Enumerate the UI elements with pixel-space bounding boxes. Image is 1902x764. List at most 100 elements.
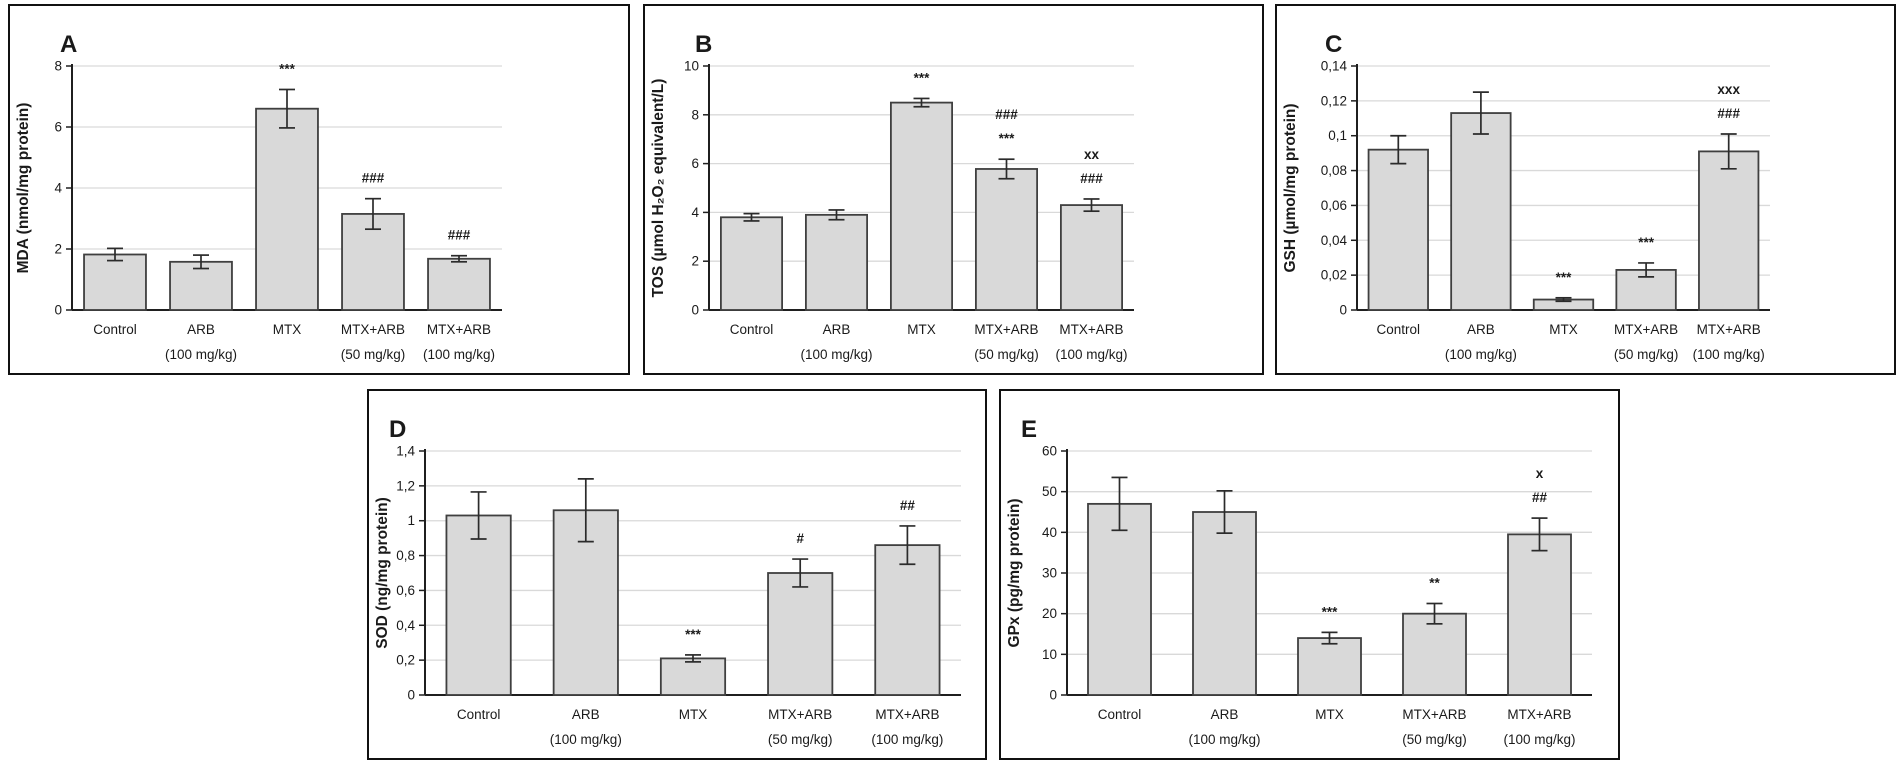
y-tick-label: 4 [691, 205, 699, 220]
significance-annotation: ### [995, 107, 1018, 122]
error-bar [279, 88, 295, 129]
error-bar [899, 525, 916, 566]
y-axis-title: MDA (nmol/mg protein) [15, 103, 32, 274]
y-tick-label: 2 [54, 242, 62, 257]
bar-mtx-arb-3 [974, 168, 1038, 311]
significance-annotation: ### [1717, 106, 1740, 121]
y-tick-label: 6 [54, 120, 62, 135]
y-tick-label: 4 [54, 181, 62, 196]
x-category-label: MTX+ARB [875, 707, 939, 722]
error-bar [1426, 602, 1443, 625]
bar-control-0 [83, 253, 147, 311]
x-category-label: ARB [187, 322, 215, 337]
bar-mtx-arb-4 [1698, 150, 1760, 311]
panel-letter: C [1325, 31, 1342, 58]
significance-annotation: ## [1532, 490, 1548, 505]
bar-mtx-2 [1297, 637, 1362, 696]
x-category-label: MTX+ARB [1697, 322, 1761, 337]
error-bar [470, 491, 487, 540]
y-tick-label: 0 [691, 303, 699, 318]
y-tick-label: 20 [1042, 606, 1057, 621]
y-tick-label: 0,04 [1321, 233, 1348, 248]
y-tick-label: 0,2 [396, 653, 415, 668]
x-category-label: MTX+ARB [974, 322, 1038, 337]
y-axis-title: TOS (µmol H₂O₂ equivalent/L) [650, 79, 667, 298]
y-tick-label: 10 [1042, 647, 1057, 662]
error-bar [1216, 490, 1233, 534]
error-bar [828, 209, 845, 221]
y-tick-label: 0,08 [1321, 163, 1347, 178]
x-category-dose-label: (50 mg/kg) [1402, 732, 1467, 747]
x-category-label: MTX+ARB [1507, 707, 1571, 722]
x-category-dose-label: (100 mg/kg) [800, 347, 872, 362]
x-category-dose-label: (100 mg/kg) [871, 732, 943, 747]
panel-d-sod-chart: 0 0,2 0,4 0,6 0,8 1 1,2 1,4 Control ARB (100 mg/kg… [367, 389, 987, 760]
error-bar [1321, 631, 1338, 645]
panel-c-gsh-chart: 0 0,02 0,04 0,06 0,08 0,1 0,12 0,14 Control ARB (1… [1275, 4, 1896, 375]
y-tick-label: 0,06 [1321, 198, 1347, 213]
x-category-label: Control [730, 322, 774, 337]
panel-letter: D [389, 416, 406, 443]
significance-annotation: ### [1080, 171, 1103, 186]
y-tick-label: 0 [54, 303, 62, 318]
y-tick-label: 8 [691, 107, 699, 122]
x-category-label: MTX+ARB [1614, 322, 1678, 337]
x-category-label: MTX+ARB [341, 322, 405, 337]
panel-letter: E [1021, 416, 1037, 443]
x-category-dose-label: (100 mg/kg) [1693, 347, 1765, 362]
chart-svg-b: 0 2 4 6 8 10 Control ARB (100 mg/kg) *** MTX *** ###… [650, 31, 1134, 362]
error-bar [1111, 476, 1128, 532]
error-bar [1083, 198, 1100, 213]
y-tick-label: 60 [1042, 444, 1057, 459]
bar-control-0 [445, 514, 512, 696]
error-bar [1555, 296, 1572, 303]
y-tick-label: 1,4 [396, 444, 415, 459]
y-tick-label: 6 [691, 156, 699, 171]
significance-annotation: *** [999, 131, 1016, 146]
y-tick-label: 0 [407, 688, 415, 703]
x-category-dose-label: (100 mg/kg) [1503, 732, 1575, 747]
panel-letter: A [60, 31, 77, 58]
x-category-label: Control [1377, 322, 1421, 337]
y-axis-title: GPx (pg/mg protein) [1006, 499, 1023, 648]
bar-arb-1 [169, 260, 233, 311]
panel-e-gpx-chart: 0 10 20 30 40 50 60 Control ARB (100 mg/kg) *** MTX… [999, 389, 1620, 760]
significance-annotation: *** [914, 70, 931, 85]
significance-annotation: x [1536, 466, 1544, 481]
error-bar [193, 254, 209, 270]
x-category-dose-label: (100 mg/kg) [550, 732, 622, 747]
error-bar [577, 478, 594, 543]
bar-control-0 [720, 216, 784, 311]
bar-mtx-arb-4 [427, 257, 491, 311]
x-category-label: Control [93, 322, 137, 337]
x-category-dose-label: (100 mg/kg) [165, 347, 237, 362]
error-bar [685, 654, 701, 663]
y-axis-title: GSH (µmol/mg protein) [1282, 103, 1299, 272]
bar-mtx-2 [255, 107, 319, 311]
x-category-dose-label: (100 mg/kg) [1188, 732, 1260, 747]
bar-mtx-2 [889, 101, 953, 311]
significance-annotation: *** [685, 627, 702, 642]
chart-svg-e: 0 10 20 30 40 50 60 Control ARB (100 mg/kg) *** MTX… [1006, 416, 1592, 747]
bar-control-0 [1367, 148, 1429, 311]
x-category-dose-label: (100 mg/kg) [1445, 347, 1517, 362]
y-tick-label: 2 [691, 254, 699, 269]
y-tick-label: 0,8 [396, 548, 415, 563]
y-tick-label: 0,4 [396, 618, 415, 633]
significance-annotation: # [796, 531, 804, 546]
y-tick-label: 1,2 [396, 478, 415, 493]
y-tick-label: 8 [54, 59, 62, 74]
x-category-label: MTX+ARB [1059, 322, 1123, 337]
error-bar [743, 212, 760, 222]
x-category-dose-label: (50 mg/kg) [974, 347, 1039, 362]
y-tick-label: 0,14 [1321, 59, 1348, 74]
error-bar [1390, 134, 1407, 165]
x-category-label: ARB [572, 707, 600, 722]
bar-arb-1 [1192, 511, 1257, 696]
x-category-dose-label: (50 mg/kg) [341, 347, 406, 362]
x-category-label: ARB [1211, 707, 1239, 722]
y-tick-label: 1 [407, 513, 415, 528]
significance-annotation: *** [1556, 270, 1573, 285]
y-tick-label: 0,6 [396, 583, 415, 598]
y-tick-label: 0 [1339, 303, 1347, 318]
